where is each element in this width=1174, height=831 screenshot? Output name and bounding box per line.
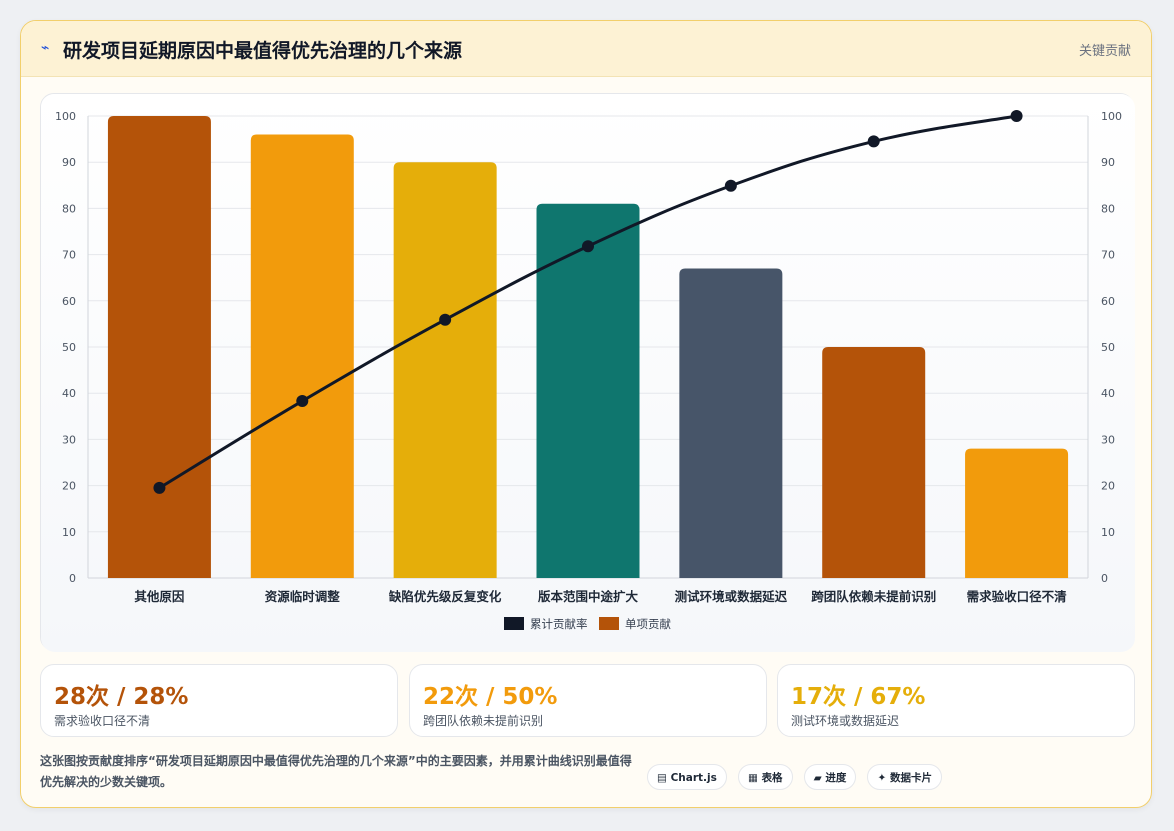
y-tick-label-left: 20 <box>62 480 76 493</box>
y-tick-label-right: 10 <box>1101 526 1115 539</box>
y-tick-label-right: 100 <box>1101 110 1122 123</box>
y-tick-label-left: 30 <box>62 433 76 446</box>
stat-value: 17次 / 67% <box>791 684 926 710</box>
y-tick-label-right: 60 <box>1101 295 1115 308</box>
y-tick-label-left: 0 <box>69 572 76 585</box>
stat-card-1: 28次 / 28% 需求验收口径不清 <box>40 664 398 737</box>
cumulative-point <box>296 395 309 408</box>
cumulative-point <box>867 135 880 148</box>
chart-description: 这张图按贡献度排序“研发项目延期原因中最值得优先治理的几个来源”中的主要因素，并… <box>40 754 632 789</box>
pulse-icon: ⌁ <box>41 40 50 56</box>
bar <box>679 268 783 578</box>
y-tick-label-left: 90 <box>62 156 76 169</box>
bar <box>393 162 497 578</box>
x-tick-label: 资源临时调整 <box>265 589 341 604</box>
chip-label: 表格 <box>761 772 783 784</box>
y-tick-label-left: 10 <box>62 526 76 539</box>
bar <box>107 116 211 578</box>
legend-swatch <box>504 617 524 630</box>
bar <box>250 134 354 579</box>
cumulative-point <box>1010 110 1023 122</box>
y-tick-label-right: 70 <box>1101 249 1115 262</box>
cumulative-point <box>724 179 737 192</box>
page-title: 研发项目延期原因中最值得优先治理的几个来源 <box>63 40 463 62</box>
chart-card: ⌁ 研发项目延期原因中最值得优先治理的几个来源 关键贡献 0 0 10 10 20 20 3… <box>20 20 1152 808</box>
chip-label: Chart.js <box>670 772 717 784</box>
pareto-chart: 0 0 10 10 20 20 30 30 40 40 50 50 60 60 70 70 80 80 90 90 10… <box>41 94 1135 652</box>
y-tick-label-right: 80 <box>1101 202 1115 215</box>
bar <box>536 203 640 578</box>
x-tick-label: 测试环境或数据延迟 <box>675 589 788 604</box>
progress-icon: ▰ <box>813 772 822 784</box>
sparkle-icon: ✦ <box>877 772 887 784</box>
y-tick-label-right: 20 <box>1101 480 1115 493</box>
y-tick-label-left: 70 <box>62 249 76 262</box>
tech-chips: ▤ Chart.js ▦ 表格 ▰ 进度 ✦ 数据卡片 <box>647 764 948 792</box>
y-tick-label-right: 50 <box>1101 341 1115 354</box>
table-icon: ▦ <box>747 772 758 784</box>
chart-icon: ▤ <box>657 772 667 784</box>
cumulative-point <box>153 481 166 494</box>
cumulative-point <box>439 313 452 326</box>
stat-value: 28次 / 28% <box>54 684 189 710</box>
y-tick-label-left: 100 <box>55 110 76 123</box>
header-tag: 关键贡献 <box>1078 44 1131 59</box>
card-header: ⌁ 研发项目延期原因中最值得优先治理的几个来源 关键贡献 <box>21 21 1151 77</box>
x-tick-label: 缺陷优先级反复变化 <box>389 589 502 604</box>
y-tick-label-right: 40 <box>1101 387 1115 400</box>
stat-card-2: 22次 / 50% 跨团队依赖未提前识别 <box>409 664 767 737</box>
legend-swatch <box>599 617 619 630</box>
stat-card-3: 17次 / 67% 测试环境或数据延迟 <box>777 664 1135 737</box>
y-tick-label-left: 40 <box>62 387 76 400</box>
bar <box>822 347 926 578</box>
chip-label: 进度 <box>825 772 847 784</box>
y-tick-label-left: 50 <box>62 341 76 354</box>
x-tick-label: 版本范围中途扩大 <box>538 589 639 604</box>
bar <box>965 448 1069 578</box>
stat-label: 测试环境或数据延迟 <box>791 714 900 728</box>
x-tick-label: 跨团队依赖未提前识别 <box>811 589 936 604</box>
legend-label: 累计贡献率 <box>530 617 588 631</box>
cumulative-point <box>582 240 594 253</box>
stat-label: 跨团队依赖未提前识别 <box>423 714 544 728</box>
y-tick-label-left: 60 <box>62 295 76 308</box>
stat-value: 22次 / 50% <box>423 684 558 710</box>
stat-label: 需求验收口径不清 <box>54 714 151 728</box>
x-tick-label: 需求验收口径不清 <box>967 589 1068 604</box>
legend-label: 单项贡献 <box>625 617 671 631</box>
y-tick-label-right: 90 <box>1101 156 1115 169</box>
x-tick-label: 其他原因 <box>134 589 184 604</box>
chip-progress[interactable]: ▰ 进度 <box>803 764 857 790</box>
chip-table[interactable]: ▦ 表格 <box>737 764 793 790</box>
y-tick-label-right: 0 <box>1101 572 1108 585</box>
y-tick-label-right: 30 <box>1101 433 1115 446</box>
y-tick-label-left: 80 <box>62 202 76 215</box>
chip-label: 数据卡片 <box>889 772 932 784</box>
chip-chartjs[interactable]: ▤ Chart.js <box>647 764 727 790</box>
chart-container: 0 0 10 10 20 20 30 30 40 40 50 50 60 60 70 70 80 80 90 90 10… <box>40 93 1135 652</box>
chip-data-card[interactable]: ✦ 数据卡片 <box>867 764 942 790</box>
